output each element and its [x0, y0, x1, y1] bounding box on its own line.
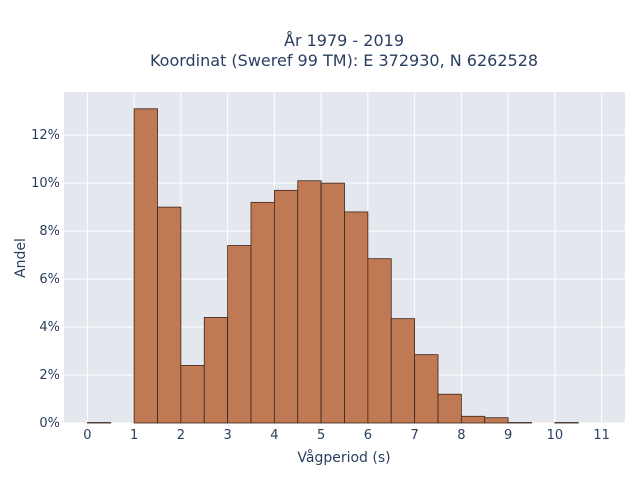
- x-axis-ticks: 0 1 2 3 4 5 6 7 8 9 10 11: [83, 428, 610, 443]
- histogram-bar: [554, 422, 579, 424]
- y-tick-label: 0%: [39, 416, 60, 431]
- x-tick-label: 4: [270, 428, 278, 443]
- y-tick-label: 10%: [31, 176, 60, 191]
- histogram-bar: [86, 422, 112, 424]
- x-tick-label: 1: [130, 428, 138, 443]
- y-tick-label: 6%: [39, 272, 60, 287]
- x-tick-label: 3: [223, 428, 231, 443]
- x-tick-label: 10: [547, 428, 564, 443]
- x-tick-label: 7: [410, 428, 418, 443]
- histogram-bar: [297, 180, 322, 424]
- x-tick-label: 11: [593, 428, 610, 443]
- histogram-bar: [250, 201, 275, 424]
- y-tick-label: 2%: [39, 368, 60, 383]
- histogram-bar: [203, 317, 229, 424]
- histogram-bar: [320, 182, 345, 424]
- histogram-bar: [437, 393, 462, 424]
- histogram-bar: [484, 417, 509, 424]
- chart-title-line-2: Koordinat (Sweref 99 TM): E 372930, N 62…: [150, 51, 538, 70]
- histogram-bar: [273, 189, 299, 424]
- histogram-bar: [390, 318, 416, 424]
- histogram-bar: [507, 422, 532, 424]
- bars: [86, 108, 579, 424]
- histogram-bar: [180, 365, 205, 424]
- x-tick-label: 6: [364, 428, 372, 443]
- histogram-bar: [133, 108, 158, 424]
- x-tick-label: 9: [504, 428, 512, 443]
- y-tick-label: 8%: [39, 224, 60, 239]
- histogram-bar: [344, 211, 369, 424]
- histogram-bar: [227, 245, 252, 424]
- histogram-bar: [157, 206, 182, 424]
- x-tick-label: 5: [317, 428, 325, 443]
- x-tick-label: 2: [177, 428, 185, 443]
- y-tick-label: 12%: [31, 128, 60, 143]
- histogram-bar: [460, 415, 486, 424]
- y-axis-title: Andel: [13, 238, 29, 278]
- histogram-bar: [367, 258, 392, 424]
- x-tick-label: 8: [457, 428, 465, 443]
- x-tick-label: 0: [83, 428, 91, 443]
- histogram-bar: [414, 354, 439, 424]
- x-axis-title: Vågperiod (s): [297, 449, 390, 466]
- y-tick-label: 4%: [39, 320, 60, 335]
- chart-title-line-1: År 1979 - 2019: [284, 31, 404, 50]
- y-axis-ticks: 0% 2% 4% 6% 8% 10% 12%: [31, 128, 60, 431]
